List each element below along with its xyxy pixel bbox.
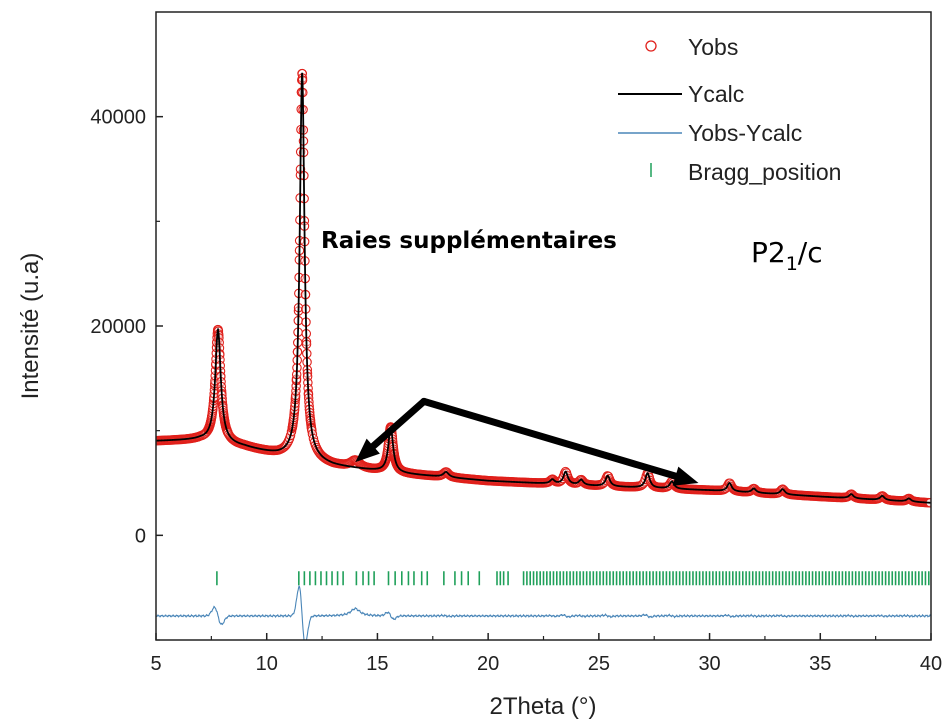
y-axis-title: Intensité (u.a) (17, 253, 44, 400)
legend-yobs-marker (645, 40, 657, 52)
x-tick-label: 5 (150, 653, 161, 675)
y-tick-label: 20000 (90, 316, 146, 338)
space-group-main: P2 (751, 236, 786, 269)
annotation-arrows (355, 397, 699, 486)
plot-frame (155, 11, 932, 641)
x-axis-ticks: 5 10 15 20 25 30 35 40 (150, 633, 942, 675)
x-tick-label: 35 (809, 653, 831, 675)
yobs-points-layer (156, 68, 931, 508)
annotation-arrow-head (672, 466, 699, 486)
bragg-ticks-layer (216, 571, 930, 586)
x-tick-label: 40 (920, 653, 942, 675)
annotation-arrow-head (355, 438, 380, 463)
legend: Yobs Ycalc Yobs-Ycalc Bragg_position (618, 34, 841, 185)
ycalc-line (156, 72, 931, 504)
legend-bragg-label: Bragg_position (688, 159, 841, 185)
y-tick-label: 0 (135, 525, 146, 547)
legend-ycalc-label: Ycalc (688, 81, 744, 107)
space-group-tail: /c (798, 236, 823, 269)
difference-curve-layer (156, 584, 931, 640)
space-group-label: P21/c (751, 236, 823, 275)
legend-difference-label: Yobs-Ycalc (688, 120, 802, 146)
annotation-arrow-shaft (369, 397, 428, 450)
space-group-subscript: 1 (786, 253, 798, 275)
x-tick-label: 10 (256, 653, 278, 675)
x-tick-label: 30 (698, 653, 720, 675)
annotation-label: Raies supplémentaires (321, 228, 617, 254)
x-tick-label: 25 (588, 653, 610, 675)
y-axis-ticks: 0 20000 40000 (90, 107, 163, 641)
annotation-arrow-shaft (420, 397, 679, 480)
x-tick-label: 15 (366, 653, 388, 675)
x-axis-title: 2Theta (°) (490, 693, 597, 720)
y-tick-label: 40000 (90, 107, 146, 129)
x-tick-label: 20 (477, 653, 499, 675)
difference-line (156, 584, 931, 640)
ycalc-curve-layer (156, 72, 931, 504)
legend-yobs-label: Yobs (688, 34, 738, 60)
